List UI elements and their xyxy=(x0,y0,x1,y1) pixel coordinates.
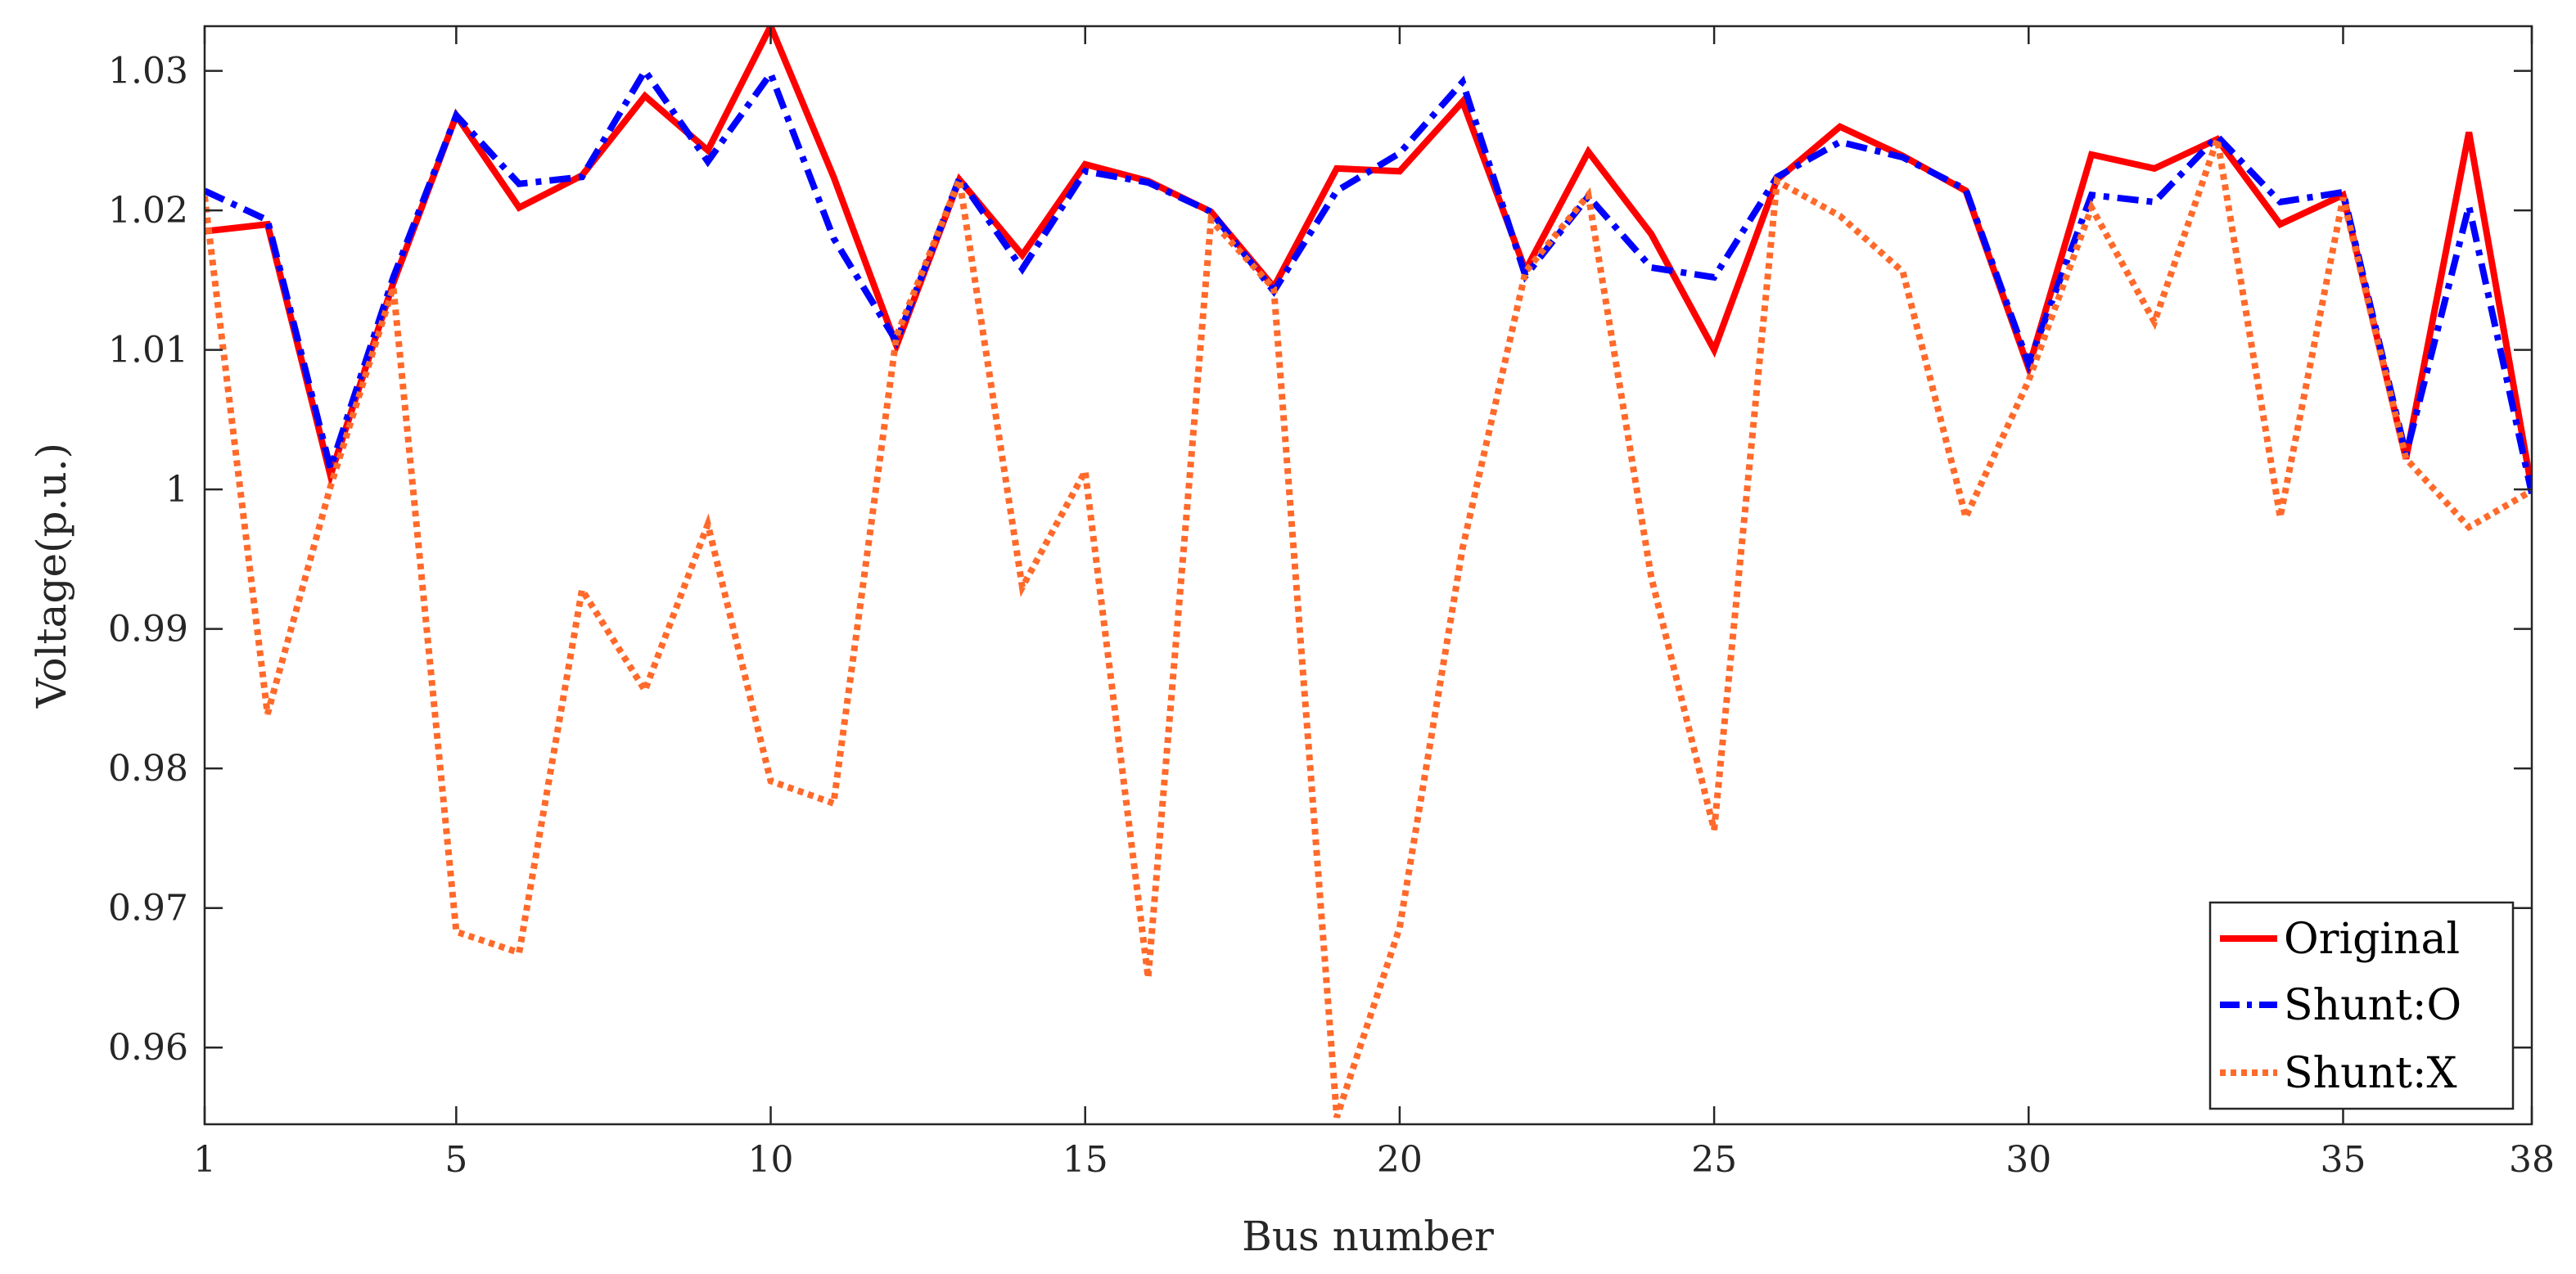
legend-label-original: Original xyxy=(2284,915,2460,964)
x-tick-label: 38 xyxy=(2509,1139,2555,1181)
y-tick-label: 0.97 xyxy=(108,888,188,930)
x-tick-label: 30 xyxy=(2005,1139,2051,1181)
y-tick-label: 1.02 xyxy=(108,190,188,232)
legend-label-shunt-x: Shunt:X xyxy=(2284,1049,2457,1098)
y-tick-label: 1 xyxy=(165,469,188,511)
series-layer xyxy=(205,26,2532,1119)
x-tick-label: 1 xyxy=(193,1139,216,1181)
y-axis-label: Voltage(p.u.) xyxy=(28,443,75,709)
y-tick-label: 1.01 xyxy=(108,330,188,371)
x-tick-label: 25 xyxy=(1691,1139,1737,1181)
x-tick-label: 20 xyxy=(1377,1139,1423,1181)
x-tick-label: 35 xyxy=(2320,1139,2366,1181)
ticks-layer: 1 5 10 15 20 25 30 35 380.960.970.980.9911.011.0… xyxy=(108,26,2555,1181)
x-tick-label: 10 xyxy=(748,1139,794,1181)
x-axis-label: Bus number xyxy=(1242,1213,1494,1260)
y-tick-label: 0.96 xyxy=(108,1027,188,1069)
plot-frame xyxy=(203,25,2533,1126)
legend: Original Shunt:O Shunt:X xyxy=(2208,901,2515,1110)
y-tick-label: 0.99 xyxy=(108,609,188,651)
x-tick-label: 15 xyxy=(1062,1139,1108,1181)
plot-area xyxy=(205,26,2532,1124)
series-line-shunt-o xyxy=(205,65,2532,495)
series-line-shunt-x xyxy=(205,137,2532,1119)
y-tick-label: 0.98 xyxy=(108,748,188,790)
x-tick-label: 5 xyxy=(444,1139,467,1181)
y-tick-label: 1.03 xyxy=(108,51,188,92)
legend-label-shunt-o: Shunt:O xyxy=(2284,981,2461,1030)
